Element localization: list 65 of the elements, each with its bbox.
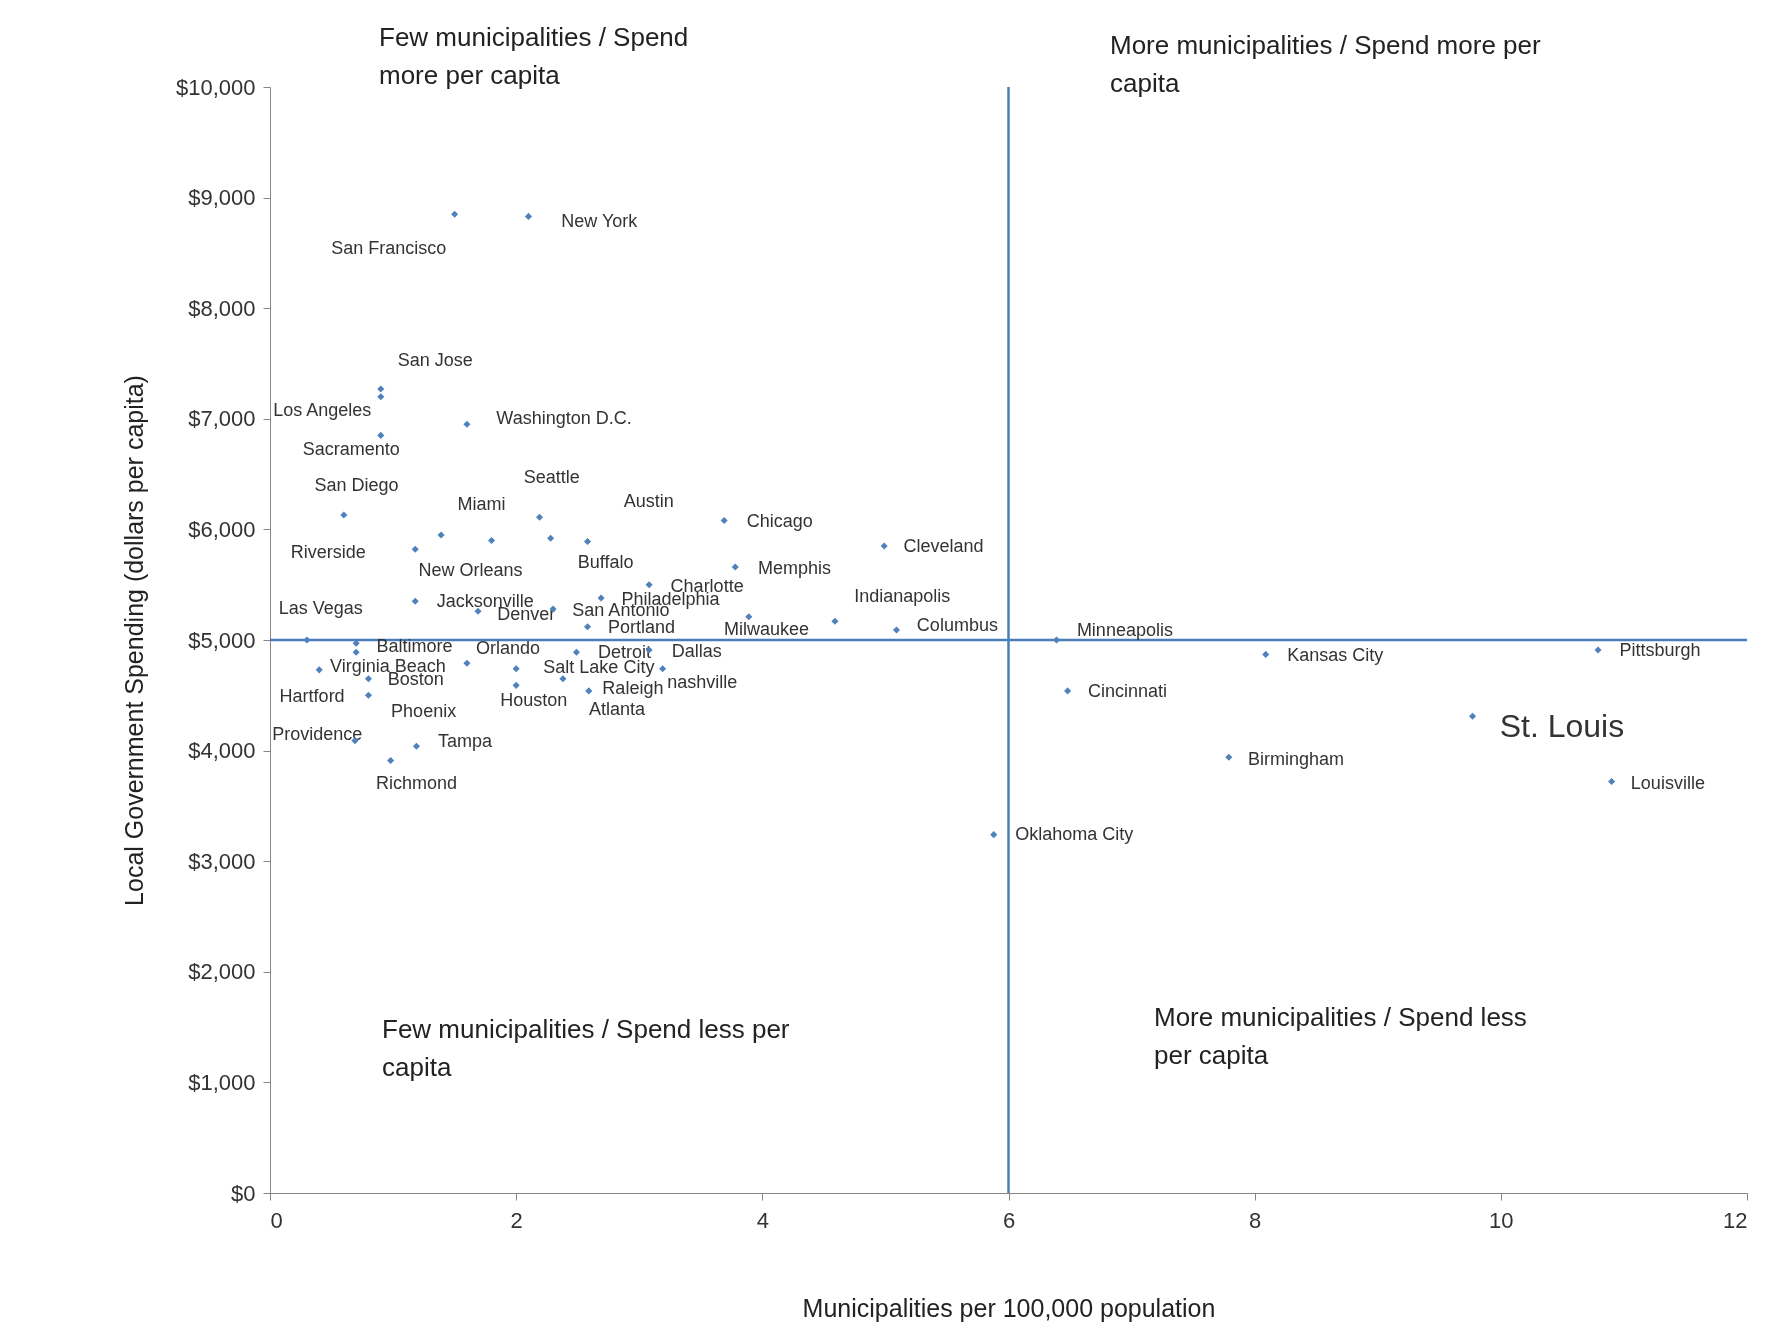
x-tick-label: 0 bbox=[270, 1207, 283, 1233]
y-tick-label: $5,000 bbox=[188, 627, 256, 653]
annotation: Sacramento bbox=[302, 439, 400, 460]
annotation: Memphis bbox=[757, 558, 831, 579]
x-tick-label: 8 bbox=[1249, 1207, 1262, 1233]
annotation: Hartford bbox=[279, 686, 345, 707]
y-tick-label: $9,000 bbox=[188, 185, 256, 211]
annotation: Indianapolis bbox=[854, 586, 951, 607]
annotation: Raleigh bbox=[602, 677, 664, 698]
y-tick-label: $3,000 bbox=[188, 848, 256, 874]
annotation: Richmond bbox=[375, 773, 457, 794]
x-tick-label: 6 bbox=[1002, 1207, 1016, 1233]
y-tick-label: $10,000 bbox=[175, 74, 256, 100]
annotation: Los Angeles bbox=[273, 400, 372, 421]
annotation: Washington D.C. bbox=[496, 407, 632, 428]
annotation: Pittsburgh bbox=[1619, 640, 1701, 661]
annotation: Louisville bbox=[1630, 772, 1705, 793]
annotation: New Orleans bbox=[418, 560, 523, 581]
annotation: St. Louis bbox=[1499, 707, 1625, 744]
annotation: Milwaukee bbox=[723, 619, 809, 640]
annotation: Tampa bbox=[437, 730, 493, 751]
annotation: San Diego bbox=[314, 474, 399, 495]
annotation: Phoenix bbox=[391, 701, 457, 722]
y-tick-label: $8,000 bbox=[188, 295, 256, 321]
annotation: Birmingham bbox=[1248, 748, 1345, 769]
annotation: Houston bbox=[500, 690, 568, 711]
annotation: Portland bbox=[607, 616, 675, 637]
x-tick-label: 2 bbox=[510, 1207, 523, 1233]
annotation: Austin bbox=[623, 490, 674, 511]
annotation: Buffalo bbox=[577, 552, 634, 573]
annotation: Kansas City bbox=[1287, 644, 1384, 665]
annotation: Cleveland bbox=[903, 536, 984, 557]
annotation: Las Vegas bbox=[278, 598, 363, 619]
annotation: Few municipalities / Spend more per capita bbox=[379, 22, 689, 90]
annotation: Orlando bbox=[475, 637, 541, 658]
annotation: Cincinnati bbox=[1087, 681, 1167, 702]
y-tick-label: $4,000 bbox=[188, 738, 256, 764]
annotation: Providence bbox=[272, 723, 363, 744]
annotation: nashville bbox=[667, 672, 738, 693]
x-tick-label: 10 bbox=[1489, 1207, 1514, 1233]
annotation: Oklahoma City bbox=[1015, 823, 1134, 844]
annotation: Atlanta bbox=[588, 699, 646, 720]
y-tick-label: $2,000 bbox=[188, 959, 256, 985]
annotation: New York bbox=[561, 211, 639, 232]
annotation: Minneapolis bbox=[1076, 619, 1173, 640]
annotation: Few municipalities / Spend less per capita bbox=[382, 1014, 790, 1082]
annotation: More municipalities / Spend less per capita bbox=[1154, 1002, 1527, 1070]
annotation: Riverside bbox=[290, 541, 366, 562]
annotation: San Francisco bbox=[331, 238, 447, 259]
y-tick-label: $0 bbox=[231, 1180, 256, 1206]
annotation: Seattle bbox=[523, 466, 580, 487]
x-tick-label: 12 bbox=[1723, 1207, 1748, 1233]
y-axis-title: Local Government Spending (dollars per capita) bbox=[119, 375, 148, 906]
annotation: Baltimore bbox=[376, 635, 453, 656]
y-tick-label: $6,000 bbox=[188, 516, 256, 542]
annotation: Miami bbox=[457, 494, 506, 515]
x-tick-label: 4 bbox=[756, 1207, 769, 1233]
y-tick-label: $7,000 bbox=[188, 406, 256, 432]
annotation: Dallas bbox=[671, 641, 722, 662]
annotation: More municipalities / Spend more per capita bbox=[1110, 30, 1541, 98]
annotation: San Jose bbox=[397, 349, 473, 370]
annotation: Columbus bbox=[916, 614, 998, 635]
annotation: Chicago bbox=[746, 510, 813, 531]
y-tick-label: $1,000 bbox=[188, 1069, 256, 1095]
x-axis-title: Municipalities per 100,000 population bbox=[802, 1293, 1216, 1322]
